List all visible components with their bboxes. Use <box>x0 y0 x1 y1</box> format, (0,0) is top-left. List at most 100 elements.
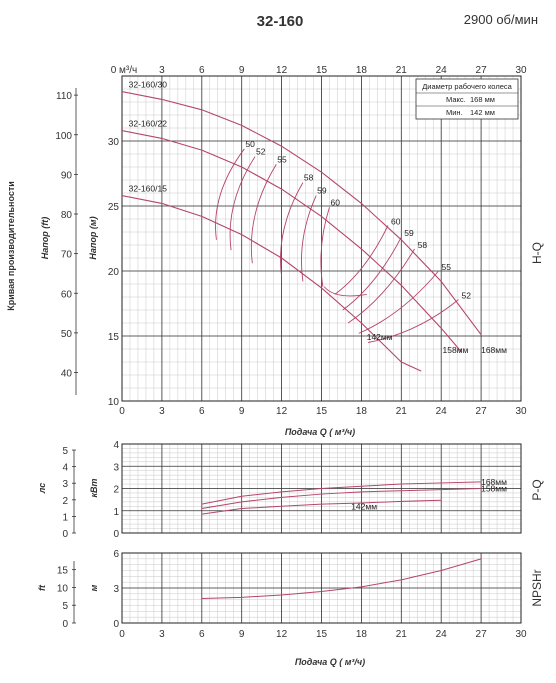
hq-top-xtick-label: 30 <box>515 65 527 76</box>
hq-top-xtick-label: 9 <box>239 65 245 76</box>
hq-right-label: H-Q <box>530 242 544 264</box>
efficiency-label: 50 <box>245 139 255 149</box>
hq-top-xtick-label: 21 <box>396 65 408 76</box>
np-xlabel: Подача Q ( м³/ч) <box>295 657 365 667</box>
np-ylabel-m: м <box>89 584 99 591</box>
hq-ft-tick-label: 60 <box>61 289 73 300</box>
hq-xlabel: Подача Q ( м³/ч) <box>285 427 355 437</box>
pq-ylabel-hp: лс <box>37 483 47 495</box>
np-ytick-label: 0 <box>113 619 119 630</box>
np-xtick-label: 3 <box>159 629 165 640</box>
efficiency-loop-bottom <box>323 286 367 297</box>
np-xtick-label: 0 <box>119 629 125 640</box>
hq-ytick-label: 25 <box>108 202 120 213</box>
hq-top-xtick-label: 27 <box>476 65 488 76</box>
np-ytick-label: 3 <box>113 584 119 595</box>
hq-ylabel-m: Напор (м) <box>88 216 98 259</box>
efficiency-label: 60 <box>391 217 401 227</box>
np-ytick-label: 6 <box>113 549 119 560</box>
hq-ft-tick-label: 40 <box>61 369 73 380</box>
hq-ytick-label: 20 <box>108 267 120 278</box>
hq-xtick-label: 24 <box>436 406 448 417</box>
pq-hp-tick-label: 0 <box>62 529 68 540</box>
pq-curve-label: 168мм <box>481 477 507 487</box>
pq-curve-label: 158мм <box>481 484 507 494</box>
efficiency-label: 59 <box>404 228 414 238</box>
hq-ylabel-ft: Напор (ft) <box>40 217 50 260</box>
hq-top-xtick-label: 6 <box>199 65 205 76</box>
hq-grid <box>121 75 522 402</box>
curves-layer <box>121 91 482 599</box>
hq-xtick-label: 9 <box>239 406 245 417</box>
hq-xtick-label: 6 <box>199 406 205 417</box>
pq-ylabel-kw: кВт <box>89 478 99 497</box>
diameter-label: 168мм <box>481 345 507 355</box>
pq-hp-tick-label: 3 <box>62 479 68 490</box>
pq-hp-tick-label: 2 <box>62 496 68 507</box>
hq-ytick-label: 15 <box>108 332 120 343</box>
np-xtick-label: 24 <box>436 629 448 640</box>
np-xtick-label: 18 <box>356 629 368 640</box>
hq-curve-name: 32-160/15 <box>129 184 168 194</box>
diameter-label: 142мм <box>367 332 393 342</box>
efficiency-loop-right <box>334 225 389 295</box>
np-xtick-label: 27 <box>476 629 488 640</box>
efficiency-loop-left <box>320 207 330 287</box>
hq-ft-tick-label: 70 <box>61 250 73 261</box>
hq-frame <box>121 75 522 402</box>
np-xtick-label: 15 <box>316 629 328 640</box>
hq-top-xtick-label: 3 <box>159 65 165 76</box>
pq-ytick-label: 0 <box>113 529 119 540</box>
np-ft-tick-label: 5 <box>62 601 68 612</box>
hq-curve-2 <box>121 195 422 372</box>
pq-curve-label: 142мм <box>351 501 377 511</box>
hq-ft-tick-label: 50 <box>61 329 73 340</box>
pq-frame <box>121 443 522 534</box>
diameter-label: 158мм <box>443 345 469 355</box>
efficiency-loop-right <box>358 270 439 334</box>
hq-ytick-label: 10 <box>108 397 120 408</box>
efficiency-label: 55 <box>277 154 287 164</box>
efficiency-loop-left <box>301 195 317 282</box>
np-xtick-label: 21 <box>396 629 408 640</box>
hq-top-xtick-label: 12 <box>276 65 288 76</box>
hq-xtick-label: 15 <box>316 406 328 417</box>
hq-xtick-label: 30 <box>515 406 527 417</box>
np-xtick-label: 30 <box>515 629 527 640</box>
hq-ft-tick-label: 110 <box>56 91 72 102</box>
hq-xtick-label: 3 <box>159 406 165 417</box>
efficiency-loop-right <box>347 248 415 324</box>
legend-max-label: Макс. <box>446 95 466 104</box>
pq-ytick-label: 4 <box>113 440 119 451</box>
legend-box <box>415 78 519 120</box>
efficiency-label: 52 <box>256 147 266 157</box>
np-ft-tick-label: 10 <box>57 583 69 594</box>
efficiency-label: 60 <box>330 197 340 207</box>
hq-xtick-label: 18 <box>356 406 368 417</box>
efficiency-label: 58 <box>418 240 428 250</box>
hq-ft-tick-label: 90 <box>61 170 73 181</box>
efficiency-label: 52 <box>461 291 471 301</box>
efficiency-label: 59 <box>317 186 327 196</box>
np-ylabel-ft: ft <box>37 584 47 591</box>
np-ft-tick-label: 15 <box>57 566 69 577</box>
efficiency-loop-left <box>215 148 245 240</box>
diameter-legend: Диаметр рабочего колеса Макс. 168 мм Мин… <box>415 78 519 120</box>
npsh-grid <box>121 552 522 624</box>
efficiency-loop-left <box>280 182 304 277</box>
np-right-label: NPSHr <box>530 569 544 606</box>
hq-top-xtick-label: 18 <box>356 65 368 76</box>
speed-label: 2900 об/мин <box>464 12 538 27</box>
efficiency-loop-left <box>229 156 256 251</box>
legend-max-value: 168 мм <box>470 95 495 104</box>
pq-curve-0 <box>201 481 482 505</box>
efficiency-label: 58 <box>304 173 314 183</box>
efficiency-loop-right <box>342 236 402 311</box>
hq-top-xtick-label: 15 <box>316 65 328 76</box>
pq-ytick-label: 3 <box>113 462 119 473</box>
np-frame <box>121 552 522 624</box>
pq-hp-tick-label: 4 <box>62 463 68 474</box>
hq-ft-tick-label: 100 <box>55 131 72 142</box>
